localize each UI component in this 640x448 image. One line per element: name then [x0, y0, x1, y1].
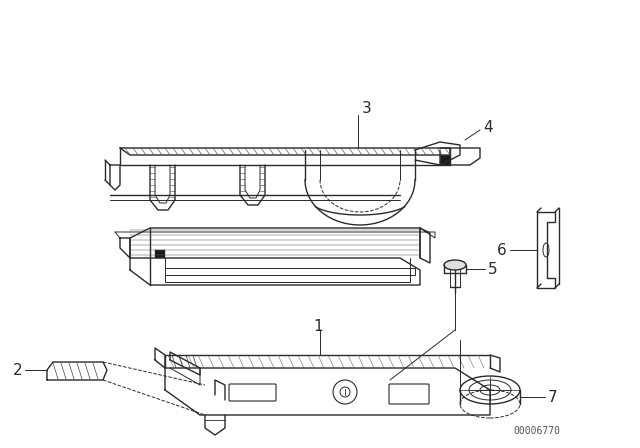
Text: 1: 1 [313, 319, 323, 333]
Text: 4: 4 [483, 120, 493, 134]
Text: 3: 3 [362, 100, 372, 116]
Text: 6: 6 [497, 242, 507, 258]
Polygon shape [440, 155, 450, 165]
Polygon shape [155, 250, 165, 258]
Ellipse shape [444, 260, 466, 270]
Text: 7: 7 [548, 389, 557, 405]
Text: 00006770: 00006770 [513, 426, 560, 436]
Text: 2: 2 [12, 362, 22, 378]
Text: 5: 5 [488, 262, 498, 276]
